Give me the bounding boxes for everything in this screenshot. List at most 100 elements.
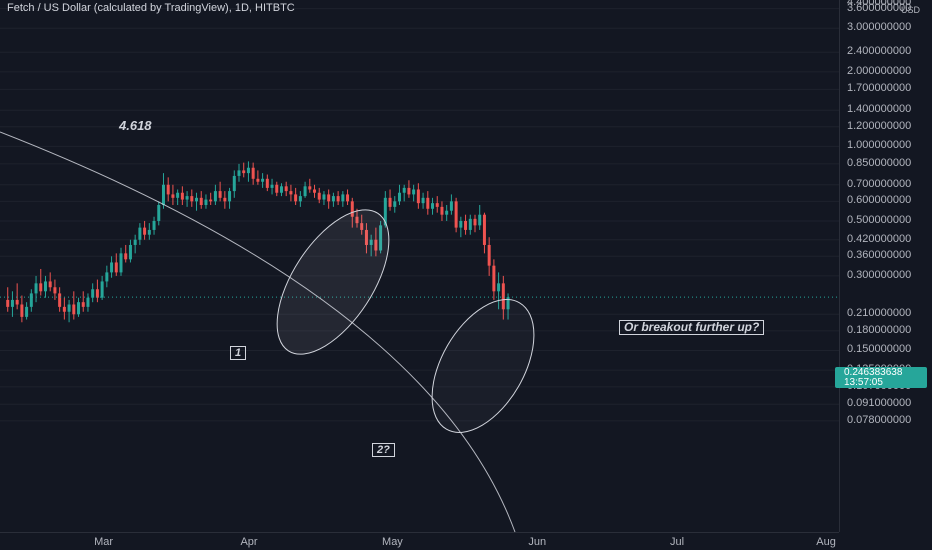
- candle-body: [412, 189, 416, 195]
- candle-body: [176, 192, 180, 198]
- candle-body: [402, 187, 406, 193]
- candle-body: [265, 178, 269, 188]
- candle-body: [110, 262, 114, 273]
- candle-body: [232, 175, 236, 192]
- candle-body: [459, 220, 463, 228]
- price-tick-label: 0.150000000: [847, 343, 912, 356]
- candle-body: [426, 197, 430, 209]
- candle-body: [454, 201, 458, 228]
- candle-body: [431, 203, 435, 209]
- candle-body: [336, 196, 340, 202]
- candle-body: [15, 299, 19, 305]
- candle-body: [77, 302, 81, 315]
- time-tick-label: Aug: [816, 536, 836, 548]
- candle-body: [327, 194, 331, 202]
- price-tick-label: 3.000000000: [847, 21, 912, 34]
- price-tick-label: 1.000000000: [847, 139, 912, 152]
- candle-body: [128, 244, 132, 260]
- price-tick-label: 0.300000000: [847, 268, 912, 281]
- candle-body: [20, 304, 24, 317]
- candle-body: [166, 184, 170, 195]
- candle-body: [43, 281, 47, 292]
- candle-body: [34, 283, 38, 294]
- time-tick-label: Mar: [94, 536, 114, 548]
- chart-title: Fetch / US Dollar (calculated by Trading…: [7, 2, 295, 14]
- candle-body: [313, 189, 317, 193]
- candle-body: [190, 196, 194, 202]
- fib-arc: [0, 131, 516, 533]
- candle-body: [256, 178, 260, 182]
- time-tick-label: Jul: [669, 536, 685, 548]
- candle-body: [473, 218, 477, 226]
- candle-body: [492, 265, 496, 292]
- candle-body: [114, 262, 118, 273]
- candle-body: [133, 239, 137, 245]
- candle-body: [62, 306, 66, 312]
- candle-body: [289, 191, 293, 195]
- candle-body: [393, 201, 397, 207]
- candle-body: [487, 244, 491, 266]
- candle-body: [161, 184, 165, 205]
- candle-body: [294, 194, 298, 202]
- candle-body: [237, 170, 241, 176]
- time-axis-divider: [0, 532, 839, 533]
- candle-body: [379, 225, 383, 251]
- candle-body: [124, 253, 128, 260]
- time-tick-label: May: [382, 536, 403, 548]
- wave-label-1: 1: [230, 346, 247, 360]
- candle-body: [223, 197, 227, 202]
- time-tick-label: Jun: [528, 536, 547, 548]
- candle-body: [67, 304, 71, 312]
- candle-body: [152, 220, 156, 230]
- candle-body: [53, 287, 57, 294]
- price-tick-label: 3.600000000: [847, 1, 912, 14]
- price-tick-label: 2.400000000: [847, 45, 912, 58]
- candle-body: [350, 201, 354, 217]
- candle-body: [497, 283, 501, 292]
- candle-body: [261, 178, 265, 182]
- candle-body: [204, 199, 208, 205]
- candle-body: [506, 297, 510, 310]
- price-axis-divider: [839, 0, 840, 532]
- candle-body: [464, 220, 468, 230]
- price-tick-label: 0.091000000: [847, 397, 912, 410]
- candle-body: [482, 214, 486, 245]
- candle-body: [270, 184, 274, 188]
- candle-body: [81, 302, 85, 307]
- price-tick-label: 0.500000000: [847, 213, 912, 226]
- candle-body: [209, 199, 213, 202]
- candle-body: [119, 253, 123, 273]
- candle-body: [48, 281, 52, 288]
- price-tick-label: 0.600000000: [847, 194, 912, 207]
- last-price-tag: 0.246383638 13:57:05: [835, 367, 927, 388]
- candle-body: [91, 289, 95, 298]
- candle-body: [185, 196, 189, 200]
- candle-body: [29, 293, 33, 307]
- candle-body: [449, 201, 453, 211]
- candle-body: [39, 283, 43, 292]
- price-tick-label: 0.850000000: [847, 156, 912, 169]
- candle-body: [6, 299, 10, 307]
- candle-body: [440, 206, 444, 215]
- candle-body: [213, 191, 217, 202]
- last-price-value: 0.246383638: [844, 367, 903, 378]
- candle-body: [501, 283, 505, 310]
- candle-body: [397, 192, 401, 202]
- candle-body: [228, 191, 232, 202]
- breakout-note: Or breakout further up?: [619, 320, 765, 335]
- candle-body: [383, 197, 387, 226]
- price-tick-label: 1.400000000: [847, 103, 912, 116]
- candle-body: [284, 186, 288, 192]
- candle-body: [147, 229, 151, 235]
- candle-body: [355, 216, 359, 224]
- candle-body: [251, 167, 255, 179]
- candle-body: [138, 227, 142, 240]
- price-tick-label: 4.400000000: [847, 0, 912, 8]
- price-tick-label: 1.200000000: [847, 119, 912, 132]
- candle-body: [374, 239, 378, 251]
- wave-label-2: 2?: [372, 443, 395, 457]
- candle-body: [298, 196, 302, 202]
- time-tick-label: Apr: [240, 536, 258, 548]
- candle-body: [58, 293, 62, 307]
